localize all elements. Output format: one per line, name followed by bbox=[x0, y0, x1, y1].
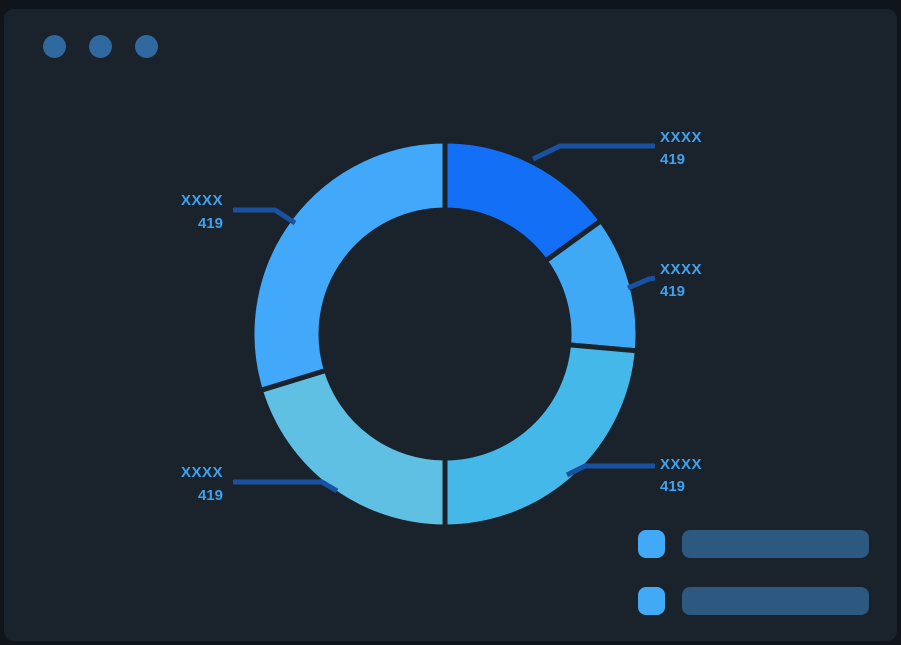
callout-label: XXXX bbox=[660, 261, 702, 278]
donut-segment-2[interactable] bbox=[442, 342, 640, 530]
callout-value: 419 bbox=[198, 487, 223, 504]
legend-swatch bbox=[638, 530, 665, 558]
legend-item[interactable] bbox=[638, 587, 869, 615]
callout-value: 419 bbox=[660, 478, 685, 495]
leader-line bbox=[531, 143, 655, 162]
legend-label-placeholder bbox=[682, 530, 869, 558]
callout-value: 419 bbox=[660, 151, 685, 168]
callout-label: XXXX bbox=[181, 192, 223, 209]
window-control-dot[interactable] bbox=[43, 35, 66, 58]
callout-value: 419 bbox=[660, 283, 685, 300]
window-control-dot[interactable] bbox=[89, 35, 112, 58]
app-window: XXXX 419 XXXX 419 XXXX 419 XXXX 419 XXXX… bbox=[4, 9, 897, 641]
leader-line bbox=[565, 463, 655, 478]
legend-item[interactable] bbox=[638, 530, 869, 558]
callout-label: XXXX bbox=[660, 456, 702, 473]
donut-segments bbox=[249, 138, 641, 530]
donut-chart: XXXX 419 XXXX 419 XXXX 419 XXXX 419 XXXX… bbox=[181, 129, 702, 530]
legend-swatch bbox=[638, 587, 665, 615]
callout-label: XXXX bbox=[660, 129, 702, 146]
leader-line bbox=[627, 275, 656, 291]
leader-line bbox=[233, 479, 339, 494]
donut-segment-3[interactable] bbox=[257, 367, 448, 530]
legend-label-placeholder bbox=[682, 587, 869, 615]
callout-label: XXXX bbox=[181, 464, 223, 481]
leader-line bbox=[233, 207, 297, 226]
callout-value: 419 bbox=[198, 215, 223, 232]
window-controls bbox=[43, 35, 158, 58]
chart-legend bbox=[638, 530, 869, 615]
donut-segment-4[interactable] bbox=[249, 138, 448, 394]
window-control-dot[interactable] bbox=[135, 35, 158, 58]
